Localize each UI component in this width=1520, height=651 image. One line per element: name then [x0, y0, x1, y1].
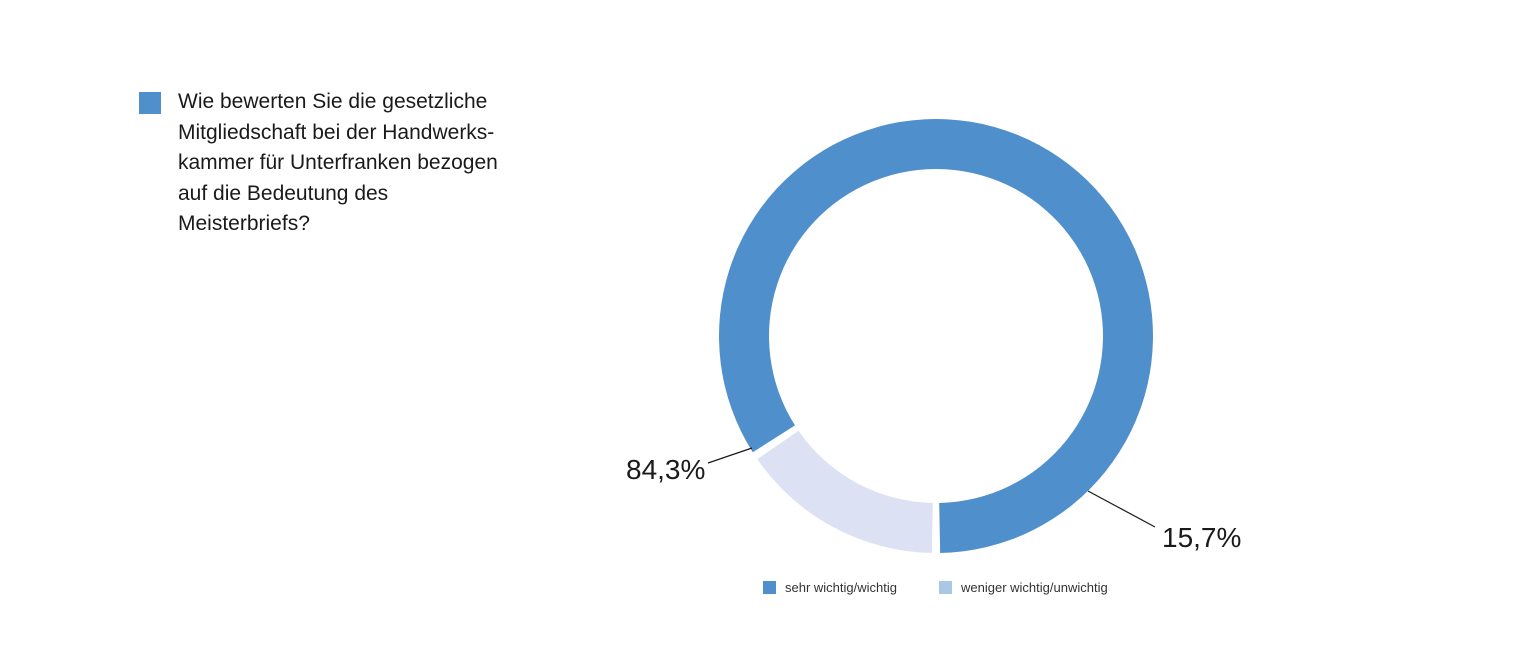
- title-line: Mitgliedschaft bei der Handwerks-: [178, 120, 495, 144]
- data-label-sehr-wichtig: 84,3%: [626, 454, 705, 485]
- title-line: kammer für Unterfranken bezogen: [178, 151, 498, 174]
- slice-weniger-wichtig: [757, 430, 933, 553]
- data-labels: 84,3% 15,7%: [626, 454, 1241, 553]
- leader-line: [1087, 490, 1156, 528]
- title-line: Meisterbriefs?: [178, 212, 310, 235]
- legend-label: sehr wichtig/wichtig: [785, 580, 897, 595]
- data-label-weniger-wichtig: 15,7%: [1162, 522, 1241, 553]
- donut-slices: [719, 119, 1153, 553]
- chart-title: Wie bewerten Sie die gesetzliche Mitglie…: [178, 87, 538, 240]
- legend-swatch: [763, 581, 776, 594]
- title-line: Wie bewerten Sie die gesetzliche: [178, 90, 488, 113]
- legend-item-weniger-wichtig: weniger wichtig/unwichtig: [939, 580, 1108, 595]
- leader-lines: [707, 447, 1156, 528]
- chart-legend: sehr wichtig/wichtig weniger wichtig/unw…: [0, 580, 1520, 600]
- legend-label: weniger wichtig/unwichtig: [961, 580, 1108, 595]
- title-line: auf die Bedeutung des: [178, 181, 389, 205]
- leader-line: [707, 447, 753, 464]
- legend-swatch: [939, 581, 952, 594]
- title-marker-square: [139, 92, 161, 114]
- legend-item-sehr-wichtig: sehr wichtig/wichtig: [763, 580, 897, 595]
